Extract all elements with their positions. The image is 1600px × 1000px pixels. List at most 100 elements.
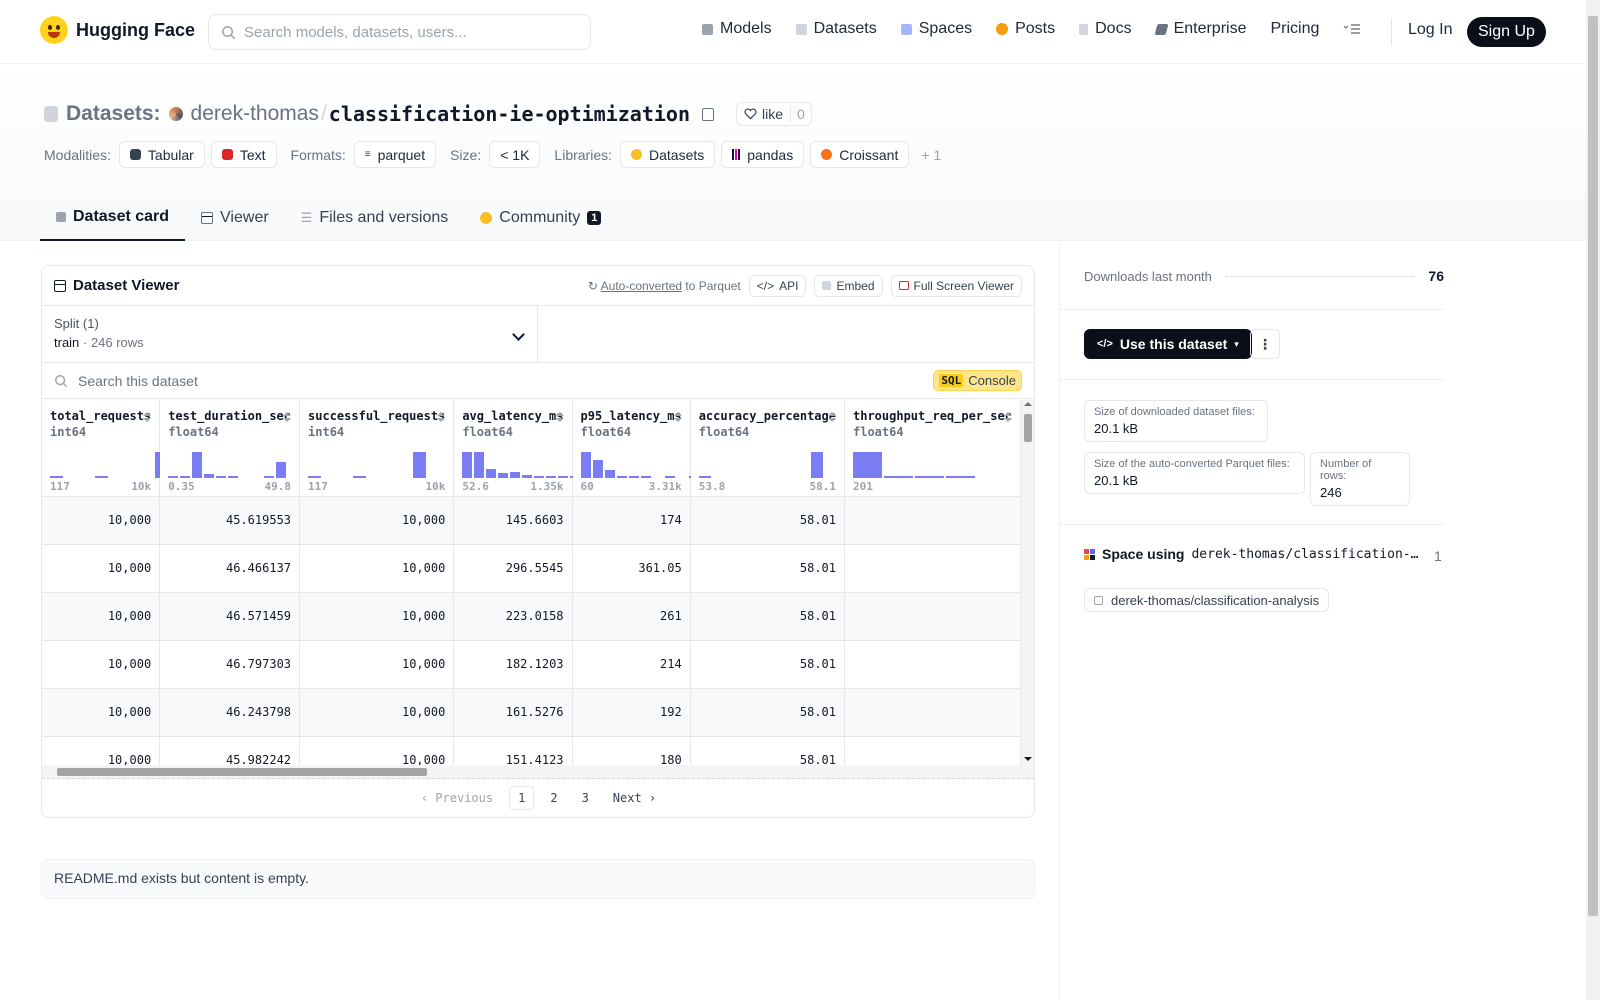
column-header[interactable]: throughput_req_per_sec float64 201 xyxy=(844,400,1021,497)
histogram-bar[interactable] xyxy=(264,475,275,478)
use-dataset-button[interactable]: </> Use this dataset ▾ xyxy=(1084,329,1252,359)
histogram-bar[interactable] xyxy=(640,475,651,478)
scroll-up-arrow[interactable] xyxy=(1024,402,1032,406)
histogram-bar[interactable] xyxy=(510,471,521,478)
copy-icon[interactable] xyxy=(702,107,715,121)
histogram-bar[interactable] xyxy=(604,469,615,478)
sort-icon[interactable] xyxy=(437,412,446,422)
previous-page-button[interactable]: ‹ Previous xyxy=(420,791,494,805)
table-row[interactable]: 10,000 46.466137 10,000 296.5545 361.05 58.01 xyxy=(42,544,1021,593)
sort-icon[interactable] xyxy=(673,412,682,422)
sql-console-button[interactable]: SQL Console xyxy=(933,370,1022,391)
histogram-bar[interactable] xyxy=(276,461,287,478)
histogram-bar[interactable] xyxy=(474,451,485,478)
next-page-button[interactable]: Next › xyxy=(612,791,657,805)
histogram-bar[interactable] xyxy=(192,451,203,478)
histogram-bar[interactable] xyxy=(810,451,823,478)
column-header[interactable]: p95_latency_ms float64 60 3.31k xyxy=(572,400,699,497)
nav-models[interactable]: Models xyxy=(702,18,772,40)
sort-icon[interactable] xyxy=(555,412,564,422)
sort-icon[interactable] xyxy=(1004,412,1012,422)
space-link[interactable]: derek-thomas/classification-analysis xyxy=(1084,588,1330,612)
page-2-button[interactable]: 2 xyxy=(550,791,558,805)
column-header[interactable]: total_requests int64 117 10k xyxy=(42,400,168,497)
histogram-bar[interactable] xyxy=(308,475,322,478)
histogram-bar[interactable] xyxy=(534,475,545,478)
nav-enterprise[interactable]: Enterprise xyxy=(1154,18,1246,40)
split-selector[interactable]: Split (1) train · 246 rows xyxy=(42,306,538,363)
tag-datasets-lib[interactable]: Datasets xyxy=(620,141,716,168)
histogram-bar[interactable] xyxy=(353,475,367,478)
histogram-bar[interactable] xyxy=(580,451,591,478)
histogram-bar[interactable] xyxy=(168,475,179,478)
nav-spaces[interactable]: Spaces xyxy=(900,18,972,40)
column-header[interactable]: accuracy_percentage float64 53.8 58.1 xyxy=(690,400,846,497)
histogram-bar[interactable] xyxy=(95,475,108,478)
table-row[interactable]: 10,000 45.982242 10,000 151.4123 180 58.01 xyxy=(42,736,1021,765)
tab-dataset-card[interactable]: Dataset card xyxy=(40,194,186,241)
tag-croissant[interactable]: Croissant xyxy=(810,141,910,168)
sort-icon[interactable] xyxy=(283,412,292,422)
histogram-bar[interactable] xyxy=(884,475,913,478)
table-row[interactable]: 10,000 46.571459 10,000 223.0158 261 58.01 xyxy=(42,592,1021,641)
histogram-bar[interactable] xyxy=(216,475,227,478)
table-row[interactable]: 10,000 46.243798 10,000 161.5276 192 58.01 xyxy=(42,688,1021,737)
histogram-bar[interactable] xyxy=(498,472,509,478)
tag-text[interactable]: Text xyxy=(210,141,277,168)
tag-size[interactable]: < 1K xyxy=(489,141,541,168)
histogram-bar[interactable] xyxy=(946,475,975,478)
histogram-bar[interactable] xyxy=(616,475,627,478)
histogram-bar[interactable] xyxy=(486,468,497,478)
histogram-bar[interactable] xyxy=(628,475,639,478)
login-link[interactable]: Log In xyxy=(1408,21,1453,38)
histogram-bar[interactable] xyxy=(462,451,473,478)
embed-button[interactable]: Embed xyxy=(814,274,883,297)
histogram-bar[interactable] xyxy=(698,475,711,478)
nav-more-menu[interactable] xyxy=(1343,21,1361,37)
histogram-bar[interactable] xyxy=(228,475,239,478)
histogram-bar[interactable] xyxy=(592,459,603,478)
sort-icon[interactable] xyxy=(143,412,152,422)
fullscreen-button[interactable]: Full Screen Viewer xyxy=(890,274,1022,297)
brand-logo[interactable]: Hugging Face xyxy=(40,16,195,44)
table-row[interactable]: 10,000 46.797303 10,000 182.1203 214 58.01 xyxy=(42,640,1021,689)
histogram-bar[interactable] xyxy=(50,475,63,478)
histogram-bar[interactable] xyxy=(180,475,191,478)
table-vertical-scrollbar[interactable] xyxy=(1021,400,1034,765)
page-scroll-thumb[interactable] xyxy=(1588,16,1598,916)
column-header[interactable]: test_duration_sec float64 0.35 49.8 xyxy=(159,400,301,497)
auto-converted-link[interactable]: Auto-converted xyxy=(600,278,683,293)
tab-viewer[interactable]: Viewer xyxy=(185,194,285,241)
nav-posts[interactable]: Posts xyxy=(996,18,1055,40)
table-row[interactable]: 10,000 45.619553 10,000 145.6603 174 58.01 xyxy=(42,496,1021,545)
table-horizontal-scrollbar[interactable] xyxy=(42,765,1034,779)
nav-docs[interactable]: Docs xyxy=(1079,18,1132,40)
column-header[interactable]: avg_latency_ms float64 52.6 1.35k xyxy=(453,400,581,497)
histogram-bar[interactable] xyxy=(522,474,533,478)
page-1-button[interactable]: 1 xyxy=(509,786,535,810)
more-libraries[interactable]: + 1 xyxy=(921,146,942,163)
column-header[interactable]: successful_requests int64 117 10k xyxy=(299,400,455,497)
histogram-bar[interactable] xyxy=(546,475,557,478)
global-search-input[interactable] xyxy=(244,23,574,41)
signup-button[interactable]: Sign Up xyxy=(1467,17,1546,47)
histogram-bar[interactable] xyxy=(558,475,569,478)
repo-owner[interactable]: derek-thomas xyxy=(190,102,319,125)
scroll-thumb[interactable] xyxy=(1024,414,1032,442)
tab-community[interactable]: Community 1 xyxy=(464,194,617,241)
more-options-button[interactable]: ⋮ xyxy=(1250,329,1280,359)
repo-name[interactable]: classification-ie-optimization xyxy=(328,102,691,126)
nav-datasets[interactable]: Datasets xyxy=(795,18,877,40)
sort-icon[interactable] xyxy=(828,412,836,422)
dataset-search-input[interactable] xyxy=(78,372,898,389)
tab-files[interactable]: ☰ Files and versions xyxy=(285,194,465,241)
histogram-bar[interactable] xyxy=(853,451,882,478)
hscroll-thumb[interactable] xyxy=(57,768,427,776)
histogram-bar[interactable] xyxy=(204,473,215,478)
histogram-bar[interactable] xyxy=(413,451,427,478)
nav-pricing[interactable]: Pricing xyxy=(1270,18,1319,40)
tag-tabular[interactable]: Tabular xyxy=(118,141,205,168)
api-button[interactable]: </> API xyxy=(748,274,807,297)
tag-pandas[interactable]: pandas xyxy=(721,141,805,168)
global-search[interactable] xyxy=(208,14,591,50)
